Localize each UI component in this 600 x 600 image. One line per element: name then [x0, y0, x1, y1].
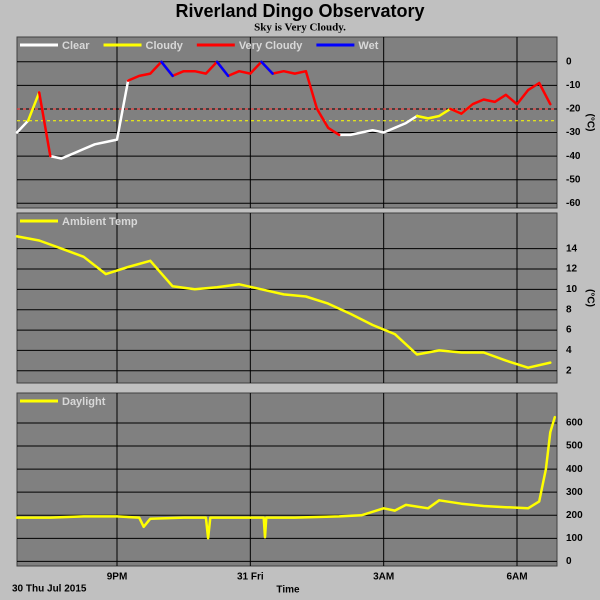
y-tick-label: -30: [566, 127, 581, 138]
chart-subtitle: Sky is Very Cloudy.: [254, 22, 346, 34]
legend-label: Ambient Temp: [62, 216, 138, 228]
legend-label: Cloudy: [146, 40, 184, 52]
y-tick-label: -50: [566, 174, 581, 185]
y-tick-label: 4: [566, 345, 572, 356]
y-tick-label: 12: [566, 264, 578, 275]
data-line: [160, 60, 274, 78]
y-tick-label: -40: [566, 151, 581, 162]
y-tick-label: 300: [566, 487, 583, 498]
y-tick-label: -10: [566, 80, 581, 91]
chart-title: Riverland Dingo Observatory: [175, 1, 424, 21]
data-line: [15, 235, 552, 369]
y-tick-label: -60: [566, 198, 581, 209]
data-line: [15, 415, 557, 540]
x-tick-label: 31 Fri: [237, 572, 264, 583]
plot-area: [16, 36, 558, 209]
x-tick-label: 9PM: [107, 572, 128, 583]
y-tick-label: 200: [566, 510, 583, 521]
y-axis-label: (°C): [584, 114, 595, 132]
y-tick-label: 100: [566, 533, 583, 544]
x-tick-label: 3AM: [373, 572, 394, 583]
y-tick-label: 400: [566, 464, 583, 475]
y-tick-label: 10: [566, 284, 578, 295]
y-tick-label: -20: [566, 104, 581, 115]
legend-label: Wet: [358, 40, 378, 52]
data-line: [15, 79, 419, 160]
x-tick-label: 6AM: [506, 572, 527, 583]
y-tick-label: 600: [566, 418, 583, 429]
y-tick-label: 8: [566, 304, 572, 315]
legend-label: Clear: [62, 40, 90, 52]
plot-area: [16, 212, 558, 384]
y-tick-label: 2: [566, 365, 572, 376]
y-tick-label: 0: [566, 556, 572, 567]
y-tick-label: 14: [566, 243, 578, 254]
x-axis-label: Time: [276, 585, 300, 596]
legend-label: Very Cloudy: [239, 40, 303, 52]
y-tick-label: 6: [566, 325, 572, 336]
date-annotation: 30 Thu Jul 2015: [12, 584, 87, 595]
y-tick-label: 500: [566, 441, 583, 452]
y-axis-label: (°C): [584, 289, 595, 307]
legend-label: Daylight: [62, 396, 106, 408]
y-tick-label: 0: [566, 56, 572, 67]
plot-area: [16, 392, 558, 567]
